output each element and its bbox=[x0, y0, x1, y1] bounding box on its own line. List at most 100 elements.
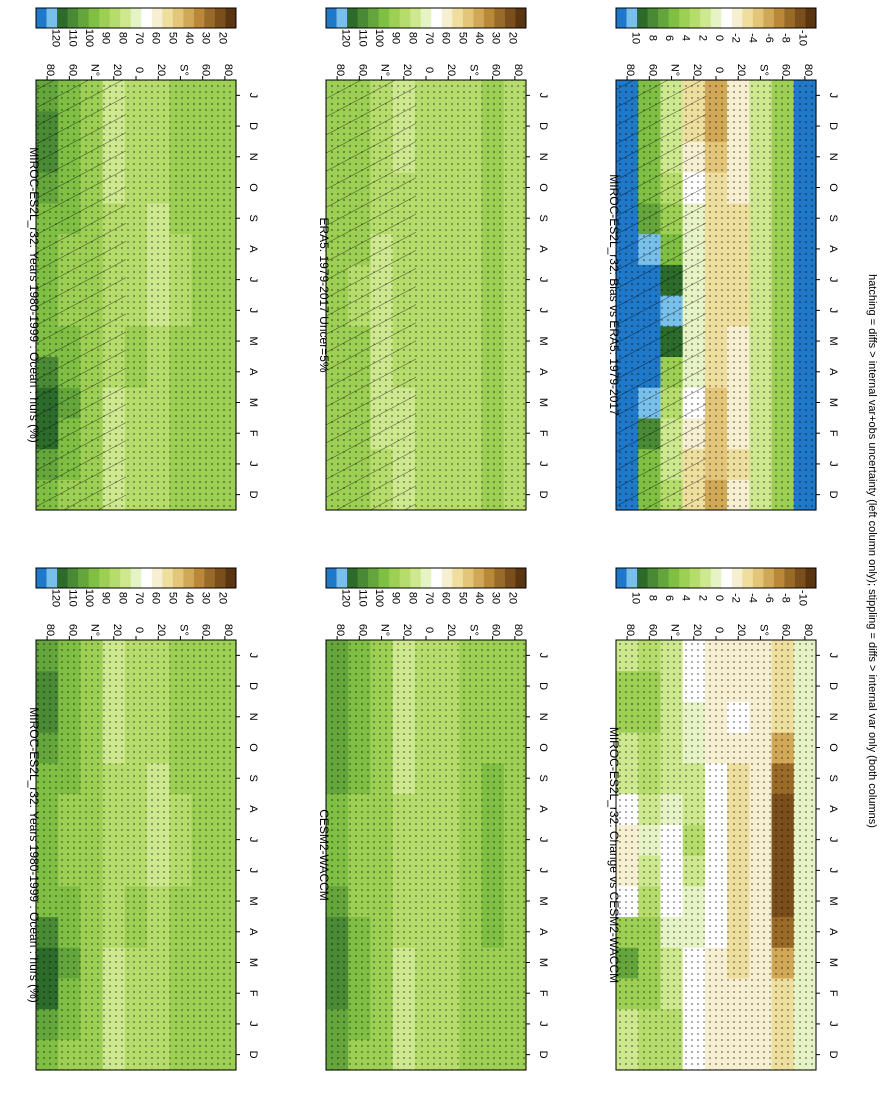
y-tick-label: S° bbox=[177, 64, 189, 76]
colorbar-swatch bbox=[225, 8, 237, 28]
x-tick-label: N bbox=[537, 153, 549, 161]
colorbar-swatch bbox=[141, 8, 153, 28]
x-tick-label: M bbox=[247, 398, 259, 407]
colorbar-tick-label: -2 bbox=[730, 593, 742, 603]
colorbar-swatch bbox=[378, 568, 390, 588]
x-tick-label: S bbox=[827, 215, 839, 222]
colorbar-swatch bbox=[784, 568, 796, 588]
stippling-overlay bbox=[616, 640, 816, 1070]
colorbar-swatch bbox=[193, 568, 205, 588]
colorbar-tick-label: 40 bbox=[473, 32, 485, 44]
colorbar-swatch bbox=[120, 568, 132, 588]
y-tick-label: 80 bbox=[802, 64, 814, 76]
x-tick-label: A bbox=[827, 928, 839, 936]
panel-title: MIROC-ES2L_r32: Years 1980-1999 : Ocean … bbox=[27, 147, 41, 442]
colorbar-swatch bbox=[700, 8, 712, 28]
colorbar-swatch bbox=[368, 8, 380, 28]
colorbar-tick-label: 90 bbox=[390, 592, 402, 604]
colorbar-swatch bbox=[183, 8, 195, 28]
colorbar-swatch bbox=[67, 568, 79, 588]
colorbar-swatch bbox=[473, 8, 485, 28]
y-tick-label: S° bbox=[467, 64, 479, 76]
colorbar-swatch bbox=[204, 8, 216, 28]
colorbar-tick-label: 30 bbox=[200, 592, 212, 604]
colorbar-tick-label: -6 bbox=[763, 33, 775, 43]
x-tick-label: A bbox=[827, 245, 839, 253]
colorbar-tick-label: 120 bbox=[50, 589, 62, 607]
colorbar-tick-label: 110 bbox=[66, 29, 78, 47]
colorbar-tick-label: 50 bbox=[456, 592, 468, 604]
y-tick-label: 60 bbox=[490, 64, 502, 76]
x-tick-label: O bbox=[827, 183, 839, 192]
colorbar-swatch bbox=[483, 568, 495, 588]
colorbar-swatch bbox=[721, 568, 733, 588]
colorbar-swatch bbox=[742, 8, 754, 28]
colorbar-tick-label: 4 bbox=[680, 595, 692, 601]
x-tick-label: S bbox=[827, 775, 839, 782]
y-tick-label: S° bbox=[467, 624, 479, 636]
hatching-overlay bbox=[36, 80, 126, 510]
colorbar-tick-label: 20 bbox=[506, 592, 518, 604]
colorbar-frame bbox=[35, 7, 237, 29]
colorbar-swatch bbox=[420, 8, 432, 28]
colorbar-swatch bbox=[647, 568, 659, 588]
colorbar-swatch bbox=[679, 8, 691, 28]
x-tick-label: M bbox=[537, 958, 549, 967]
y-tick-label: 60 bbox=[356, 624, 368, 636]
colorbar-swatch bbox=[710, 8, 722, 28]
colorbar-swatch bbox=[784, 8, 796, 28]
colorbar-swatch bbox=[616, 568, 628, 588]
colorbar-swatch bbox=[626, 568, 638, 588]
y-tick-label: 80 bbox=[44, 624, 56, 636]
x-tick-label: M bbox=[247, 958, 259, 967]
colorbar-frame bbox=[615, 567, 817, 589]
colorbar-swatch bbox=[151, 8, 163, 28]
x-tick-label: J bbox=[247, 868, 259, 874]
x-tick-label: M bbox=[247, 336, 259, 345]
y-tick-label: 80 bbox=[802, 624, 814, 636]
y-tick-label: 60 bbox=[780, 624, 792, 636]
colorbar-swatch bbox=[410, 8, 422, 28]
colorbar-swatch bbox=[658, 568, 670, 588]
panel-p2: D J F M A M J J A S O N D J 80 60 N° 20 0 20 S° 60 80 MIROC-ES2… bbox=[27, 567, 259, 1071]
y-tick-label: 0 bbox=[133, 67, 145, 73]
colorbar-swatch bbox=[214, 8, 226, 28]
y-tick-label: 20 bbox=[401, 624, 413, 636]
colorbar-tick-label: -4 bbox=[746, 33, 758, 43]
colorbar-swatch bbox=[794, 568, 806, 588]
colorbar-swatch bbox=[130, 568, 142, 588]
x-tick-label: A bbox=[247, 805, 259, 813]
x-tick-label: M bbox=[827, 398, 839, 407]
colorbar-swatch bbox=[326, 8, 338, 28]
colorbar-tick-label: 10 bbox=[630, 32, 642, 44]
y-tick-label: 60 bbox=[646, 64, 658, 76]
colorbar-tick-label: 100 bbox=[373, 589, 385, 607]
colorbar-tick-label: 70 bbox=[423, 32, 435, 44]
colorbar-tick-label: 110 bbox=[66, 589, 78, 607]
colorbar-tick-label: 120 bbox=[50, 29, 62, 47]
x-tick-label: O bbox=[827, 743, 839, 752]
x-tick-label: S bbox=[537, 775, 549, 782]
colorbar-tick-label: 90 bbox=[100, 592, 112, 604]
colorbar-tick-label: -10 bbox=[796, 30, 808, 46]
y-tick-label: 20 bbox=[445, 624, 457, 636]
colorbar-swatch bbox=[515, 8, 527, 28]
colorbar-swatch bbox=[172, 568, 184, 588]
x-tick-label: F bbox=[537, 430, 549, 437]
colorbar-swatch bbox=[183, 568, 195, 588]
x-tick-label: J bbox=[827, 277, 839, 283]
y-tick-label: 80 bbox=[624, 64, 636, 76]
x-tick-label: A bbox=[537, 928, 549, 936]
colorbar-swatch bbox=[67, 8, 79, 28]
colorbar-tick-label: 80 bbox=[406, 592, 418, 604]
colorbar-frame bbox=[325, 567, 527, 589]
x-tick-label: J bbox=[827, 308, 839, 314]
colorbar-swatch bbox=[441, 568, 453, 588]
colorbar-swatch bbox=[36, 8, 48, 28]
colorbar-frame bbox=[325, 7, 527, 29]
colorbar-swatch bbox=[378, 8, 390, 28]
colorbar-tick-label: 60 bbox=[150, 32, 162, 44]
x-tick-label: O bbox=[247, 743, 259, 752]
x-tick-label: J bbox=[537, 837, 549, 843]
colorbar-swatch bbox=[204, 568, 216, 588]
